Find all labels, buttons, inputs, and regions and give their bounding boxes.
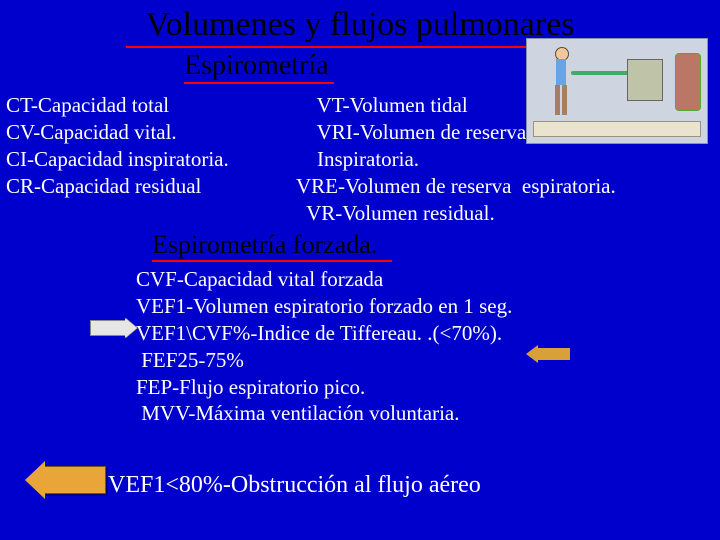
list-item: FEF25-75% <box>136 347 512 374</box>
section1-left-list: CT-Capacidad total CV-Capacidad vital. C… <box>6 92 229 200</box>
tube-icon <box>571 71 631 75</box>
section1-heading: Espirometría <box>184 50 329 82</box>
list-item: VEF1-Volumen espiratorio forzado en 1 se… <box>136 293 512 320</box>
list-item: VEF1\CVF%-Indice de Tiffereau. .(<70%). <box>136 320 512 347</box>
device-box-icon <box>627 59 663 101</box>
list-item: VT-Volumen tidal <box>296 92 616 119</box>
section1-underline <box>184 82 334 84</box>
arrow-right-outline-icon <box>90 320 126 336</box>
list-item: CT-Capacidad total <box>6 92 229 119</box>
list-item: FEP-Flujo espiratorio pico. <box>136 374 512 401</box>
arrow-left-large-icon <box>44 466 106 494</box>
list-item: CVF-Capacidad vital forzada <box>136 266 512 293</box>
section1-right-list: VT-Volumen tidal VRI-Volumen de reserva … <box>296 92 616 226</box>
list-item: VRE-Volumen de reserva espiratoria. <box>296 173 616 200</box>
drum-icon <box>675 53 701 111</box>
bottom-conclusion: VEF1<80%-Obstrucción al flujo aéreo <box>108 472 481 499</box>
list-item: CR-Capacidad residual <box>6 173 229 200</box>
list-item: CV-Capacidad vital. <box>6 119 229 146</box>
slide: Volumenes y flujos pulmonares Espirometr… <box>0 0 720 540</box>
section2-underline <box>152 260 392 262</box>
section2-list: CVF-Capacidad vital forzada VEF1-Volumen… <box>136 266 512 427</box>
list-item: Inspiratoria. <box>296 146 616 173</box>
list-item: CI-Capacidad inspiratoria. <box>6 146 229 173</box>
list-item: VRI-Volumen de reserva <box>296 119 616 146</box>
section2-heading: Espirometría forzada. <box>152 230 377 260</box>
arrow-left-small-icon <box>538 348 570 360</box>
list-item: VR-Volumen residual. <box>296 200 616 227</box>
list-item: MVV-Máxima ventilación voluntaria. <box>136 400 512 427</box>
